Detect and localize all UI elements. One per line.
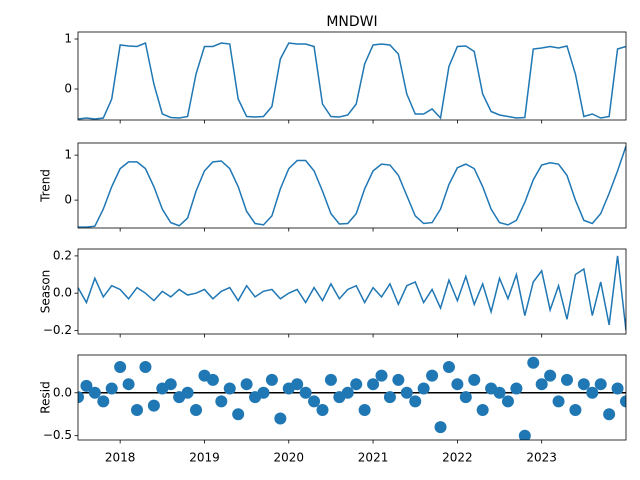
plot-frame: [77, 142, 627, 229]
data-point: [316, 403, 329, 416]
data-point: [88, 386, 101, 399]
data-point: [383, 391, 396, 404]
data-point: [434, 421, 447, 434]
data-point: [527, 356, 540, 369]
data-point: [569, 403, 582, 416]
data-point: [594, 378, 607, 391]
data-point: [442, 361, 455, 374]
data-point: [409, 395, 422, 408]
data-point: [341, 386, 354, 399]
data-point: [122, 378, 135, 391]
data-point: [358, 403, 371, 416]
data-point: [367, 378, 380, 391]
data-point: [493, 386, 506, 399]
y-tick-label: 0: [64, 193, 72, 207]
y-tick-label: 0: [64, 82, 72, 96]
data-point: [291, 378, 304, 391]
data-point: [324, 373, 337, 386]
data-point: [552, 395, 565, 408]
x-tick-label: 2021: [358, 451, 389, 465]
data-point: [392, 373, 405, 386]
data-point: [577, 378, 590, 391]
data-point: [426, 369, 439, 382]
data-point: [468, 373, 481, 386]
y-axis-label: Resid: [39, 381, 53, 413]
data-point: [510, 382, 523, 395]
data-point: [181, 386, 194, 399]
data-point: [603, 408, 616, 421]
data-point: [97, 395, 110, 408]
data-line: [78, 255, 626, 331]
data-point: [274, 412, 287, 425]
data-point: [476, 403, 489, 416]
data-point: [375, 369, 388, 382]
plot-frame: [77, 248, 627, 335]
x-tick-label: 2018: [105, 451, 136, 465]
data-point: [417, 382, 430, 395]
data-point: [265, 373, 278, 386]
y-tick-label: 0.0: [53, 385, 72, 399]
data-point: [451, 378, 464, 391]
data-point: [257, 386, 270, 399]
y-tick-label: 1: [64, 148, 72, 162]
data-point: [308, 395, 321, 408]
data-point: [350, 378, 363, 391]
x-tick-label: 2023: [526, 451, 557, 465]
data-point: [147, 399, 160, 412]
data-point: [501, 395, 514, 408]
data-point: [190, 403, 203, 416]
y-tick-label: −0.5: [43, 428, 72, 442]
data-point: [80, 379, 93, 392]
plot-frame: [77, 31, 627, 121]
data-point: [518, 429, 531, 440]
x-tick-label: 2019: [189, 451, 220, 465]
data-point: [299, 386, 312, 399]
data-point: [78, 391, 84, 404]
data-point: [459, 391, 472, 404]
data-point: [105, 382, 118, 395]
data-point: [139, 361, 152, 374]
y-axis-label: Season: [39, 270, 53, 314]
data-point: [611, 382, 624, 395]
data-point: [620, 395, 626, 408]
data-point: [114, 361, 127, 374]
data-point: [164, 378, 177, 391]
data-point: [586, 386, 599, 399]
data-point: [206, 373, 219, 386]
data-point: [232, 408, 245, 421]
data-line: [78, 41, 626, 120]
x-tick-label: 2020: [273, 451, 304, 465]
x-tick-label: 2022: [442, 451, 473, 465]
data-point: [131, 403, 144, 416]
data-point: [560, 373, 573, 386]
y-tick-label: 0.2: [53, 248, 72, 262]
data-point: [223, 382, 236, 395]
y-tick-label: 0.0: [53, 286, 72, 300]
chart-title: MNDWI: [326, 14, 377, 30]
data-point: [535, 378, 548, 391]
data-point: [400, 386, 413, 399]
y-axis-label: Trend: [39, 169, 53, 203]
data-point: [544, 369, 557, 382]
plot-frame: [77, 354, 627, 441]
y-tick-label: −0.2: [43, 323, 72, 337]
y-tick-label: 1: [64, 32, 72, 46]
data-point: [240, 378, 253, 391]
data-line: [78, 145, 626, 228]
data-point: [215, 395, 228, 408]
